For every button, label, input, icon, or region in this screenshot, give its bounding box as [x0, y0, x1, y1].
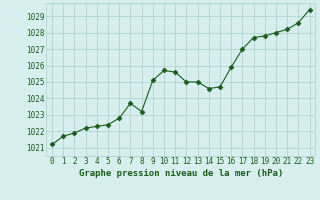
X-axis label: Graphe pression niveau de la mer (hPa): Graphe pression niveau de la mer (hPa) [79, 169, 283, 178]
